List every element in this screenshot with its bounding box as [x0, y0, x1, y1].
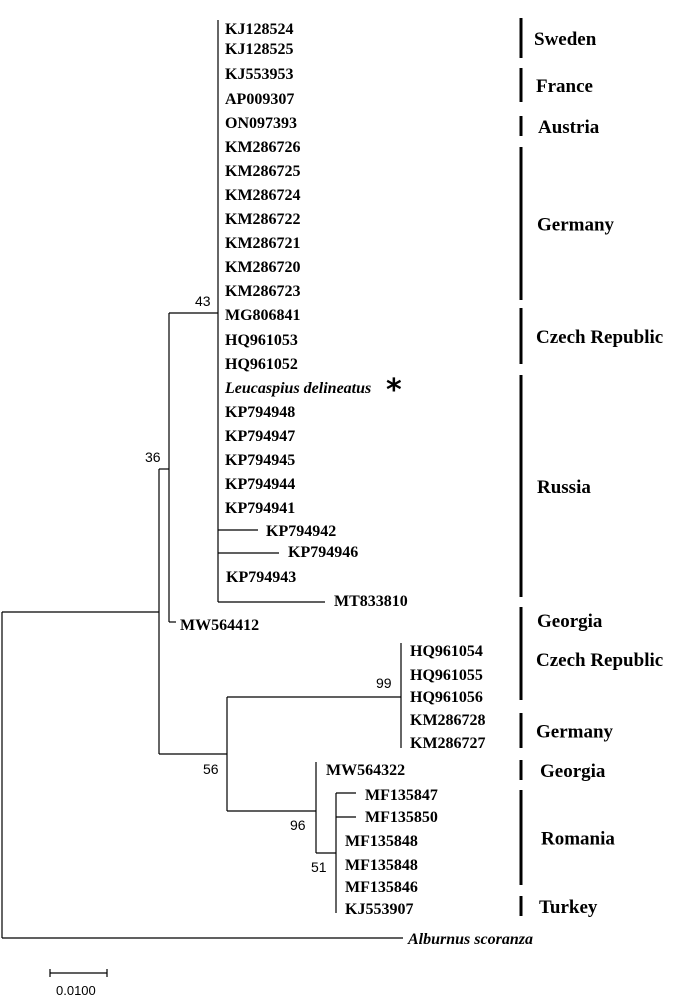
leaf-label: KM286726	[225, 139, 301, 156]
leaf-label: KJ128524	[225, 21, 293, 38]
group-label: Georgia	[540, 761, 606, 782]
leaf-label: KP794941	[225, 500, 295, 517]
leaf-labels: KJ128524 KJ128525 KJ553953 AP009307 ON097393…	[180, 21, 533, 948]
leaf-label: MW564322	[326, 762, 405, 779]
group-label: Germany	[536, 722, 614, 743]
group-label: Czech Republic	[536, 650, 663, 671]
leaf-label: MF135848	[345, 833, 418, 850]
bootstrap-36: 36	[145, 449, 161, 465]
leaf-label: KJ553907	[345, 901, 413, 918]
leaf-label: ON097393	[225, 115, 297, 132]
leaf-label: Alburnus scoranza	[407, 931, 533, 948]
group-label: Czech Republic	[536, 327, 663, 348]
leaf-label: MF135846	[345, 879, 418, 896]
leaf-label: HQ961056	[410, 689, 483, 706]
leaf-label: MF135848	[345, 857, 418, 874]
group-label: Russia	[537, 477, 591, 498]
bootstrap-51: 51	[311, 859, 327, 875]
group-label: Sweden	[534, 29, 597, 50]
group-label: Austria	[538, 117, 600, 138]
leaf-label: KM286723	[225, 283, 301, 300]
leaf-label: KJ128525	[225, 41, 293, 58]
leaf-label: MF135850	[365, 809, 438, 826]
group-label: France	[536, 76, 593, 97]
leaf-label: KP794945	[225, 452, 295, 469]
group-label: Georgia	[537, 611, 603, 632]
leaf-label: KP794948	[225, 404, 295, 421]
leaf-label: HQ961053	[225, 332, 298, 349]
leaf-label: KM286727	[410, 735, 486, 752]
group-labels: Sweden France Austria Germany Czech Republic…	[519, 18, 663, 918]
bootstrap-99: 99	[376, 675, 392, 691]
leaf-label: KP794942	[266, 523, 336, 540]
leaf-label: KM286724	[225, 187, 301, 204]
leaf-label: KM286725	[225, 163, 301, 180]
leaf-label: MW564412	[180, 617, 259, 634]
bootstrap-56: 56	[203, 761, 219, 777]
leaf-label: Leucaspius delineatus	[224, 380, 371, 397]
leaf-label: AP009307	[225, 91, 294, 108]
leaf-label: KM286728	[410, 712, 486, 729]
leaf-label: HQ961052	[225, 356, 298, 373]
leaf-label: KP794943	[226, 569, 296, 586]
leaf-label: HQ961055	[410, 667, 483, 684]
leaf-label: KM286721	[225, 235, 301, 252]
leaf-label: MT833810	[334, 593, 408, 610]
leaf-label: KP794946	[288, 544, 358, 561]
leaf-label: MF135847	[365, 787, 438, 804]
scale-bar-label: 0.0100	[56, 983, 96, 998]
group-label: Turkey	[539, 897, 598, 918]
leaf-label: HQ961054	[410, 643, 483, 660]
branches	[1, 20, 403, 939]
bootstrap-96: 96	[290, 817, 306, 833]
group-label: Romania	[541, 829, 615, 850]
leaf-label: KJ553953	[225, 66, 293, 83]
leaf-label: KP794944	[225, 476, 295, 493]
leaf-label: KP794947	[225, 428, 295, 445]
leaf-label: KM286722	[225, 211, 301, 228]
bootstrap-43: 43	[195, 293, 211, 309]
leaf-label: MG806841	[225, 307, 301, 324]
study-sample-asterisk-icon: *	[386, 373, 402, 408]
leaf-label: KM286720	[225, 259, 301, 276]
group-label: Germany	[537, 215, 615, 236]
